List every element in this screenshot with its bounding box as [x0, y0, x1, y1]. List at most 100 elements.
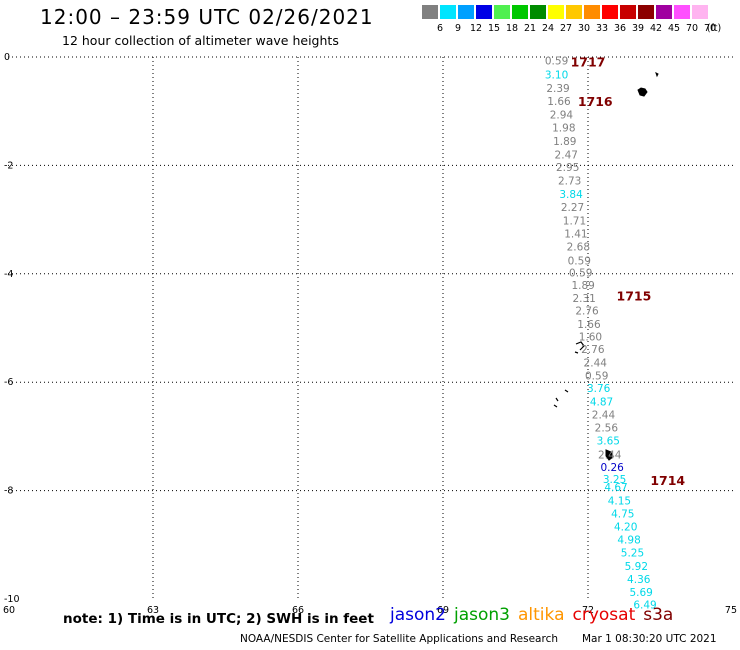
- wave-height-value: 2.94: [550, 109, 574, 121]
- legend-label: 70: [685, 23, 699, 34]
- wave-height-value: 4.67: [604, 482, 627, 494]
- legend-swatch: [584, 5, 600, 19]
- wave-height-value: 2.76: [575, 306, 599, 318]
- legend-swatch: [566, 5, 582, 19]
- generated-timestamp: Mar 1 08:30:20 UTC 2021: [582, 633, 717, 645]
- wave-height-value: 2.44: [584, 358, 608, 370]
- legend-label: 27: [559, 23, 573, 34]
- wave-height-value: 3.10: [545, 69, 568, 81]
- wave-height-value: 4.75: [611, 508, 634, 520]
- wave-height-value: 0.59: [569, 268, 592, 280]
- legend-swatch: [494, 5, 510, 19]
- x-tick-label: 75: [725, 605, 737, 616]
- wave-height-value: 2.44: [592, 410, 616, 422]
- island-shape: [655, 72, 659, 78]
- legend-label: 70: [703, 23, 717, 34]
- wave-height-value: 1.60: [579, 332, 602, 344]
- wave-height-value: 1.41: [564, 229, 587, 241]
- y-tick-label: -6: [4, 377, 13, 388]
- wave-height-value: 3.25: [603, 474, 626, 486]
- legend-swatch: [674, 5, 690, 19]
- wave-height-value: 2.27: [561, 202, 584, 214]
- satellite-label: cryosat: [572, 605, 636, 625]
- wave-height-value: 2.39: [546, 83, 569, 95]
- legend-swatch: [512, 5, 528, 19]
- wave-height-value: 2.73: [558, 176, 581, 188]
- wave-height-value: 1.89: [553, 136, 576, 148]
- legend-label: 33: [595, 23, 609, 34]
- island-shape: [574, 341, 585, 354]
- legend-label: 24: [541, 23, 555, 34]
- wave-height-value: 5.69: [629, 587, 652, 599]
- y-tick-label: 0: [4, 52, 10, 63]
- x-tick-label: 69: [437, 605, 449, 616]
- x-tick-label: 60: [3, 605, 15, 616]
- legend-swatch: [440, 5, 456, 19]
- legend-label: 9: [454, 23, 462, 34]
- legend-swatch: [620, 5, 636, 19]
- legend-label: 18: [505, 23, 519, 34]
- y-tick-label: -4: [4, 269, 13, 280]
- wave-height-value: 4.87: [590, 397, 613, 409]
- y-tick-label: -2: [4, 160, 13, 171]
- satellite-label: altika: [518, 605, 565, 625]
- wave-height-value: 6.49: [633, 599, 656, 611]
- legend-swatch: [602, 5, 618, 19]
- wave-height-value: 0.59: [568, 255, 591, 267]
- legend-swatch: [458, 5, 474, 19]
- wave-height-value: 0.59: [545, 55, 568, 67]
- wave-height-value: 1.66: [547, 96, 571, 108]
- legend-swatch: [692, 5, 708, 19]
- wave-height-value: 2.68: [567, 242, 590, 254]
- legend-label: 45: [667, 23, 681, 34]
- wave-height-value: 1.71: [563, 216, 586, 228]
- y-tick-label: -8: [4, 486, 13, 497]
- x-tick-label: 63: [147, 605, 159, 616]
- x-tick-label: 66: [292, 605, 304, 616]
- legend-swatch: [476, 5, 492, 19]
- wave-height-value: 1.98: [552, 122, 575, 134]
- credit-line: NOAA/NESDIS Center for Satellite Applica…: [240, 633, 558, 645]
- pass-time-label: 1717: [571, 54, 606, 69]
- wave-height-value: 4.15: [608, 495, 631, 507]
- x-tick-label: 72: [582, 605, 594, 616]
- wave-height-value: 4.20: [614, 521, 637, 533]
- satellite-label: jason2: [390, 605, 446, 625]
- legend-label: 6: [436, 23, 444, 34]
- chart-title: 12:00 – 23:59 UTC 02/26/2021: [40, 5, 374, 29]
- chart-subtitle: 12 hour collection of altimeter wave hei…: [62, 33, 339, 48]
- satellite-label: jason3: [454, 605, 510, 625]
- wave-height-value: 5.25: [621, 547, 644, 559]
- legend-label: 42: [649, 23, 663, 34]
- wave-height-value: 2.76: [581, 344, 605, 356]
- wave-height-value: 3.65: [597, 436, 620, 448]
- wave-height-value: 2.47: [555, 150, 578, 162]
- wave-height-value: 5.92: [625, 561, 648, 573]
- legend-swatch: [548, 5, 564, 19]
- wave-height-value: 2.56: [595, 423, 619, 435]
- legend-swatch: [530, 5, 546, 19]
- satellite-legend: jason2 jason3 altika cryosat s3a: [390, 605, 681, 625]
- island-shape: [553, 389, 569, 408]
- wave-height-value: 3.84: [559, 189, 583, 201]
- pass-time-label: 1715: [617, 289, 652, 304]
- legend-swatch: [638, 5, 654, 19]
- wave-height-value: 0.59: [585, 371, 608, 383]
- legend-swatch: [656, 5, 672, 19]
- island-shape: [637, 87, 648, 97]
- legend-label: 30: [577, 23, 591, 34]
- legend-unit: (ft): [706, 23, 722, 34]
- wave-height-value: 1.89: [571, 280, 594, 292]
- wave-height-value: 3.76: [587, 383, 611, 395]
- wave-height-value: 4.98: [617, 534, 640, 546]
- legend-label: 21: [523, 23, 537, 34]
- footnote: note: 1) Time is in UTC; 2) SWH is in fe…: [63, 611, 374, 627]
- legend-label: 39: [631, 23, 645, 34]
- legend-label: 36: [613, 23, 627, 34]
- legend-label: 15: [487, 23, 501, 34]
- y-tick-label: -10: [4, 594, 20, 605]
- wave-height-value: 2.95: [556, 162, 579, 174]
- wave-height-value: 2.31: [572, 293, 595, 305]
- wave-height-value: 4.36: [627, 574, 651, 586]
